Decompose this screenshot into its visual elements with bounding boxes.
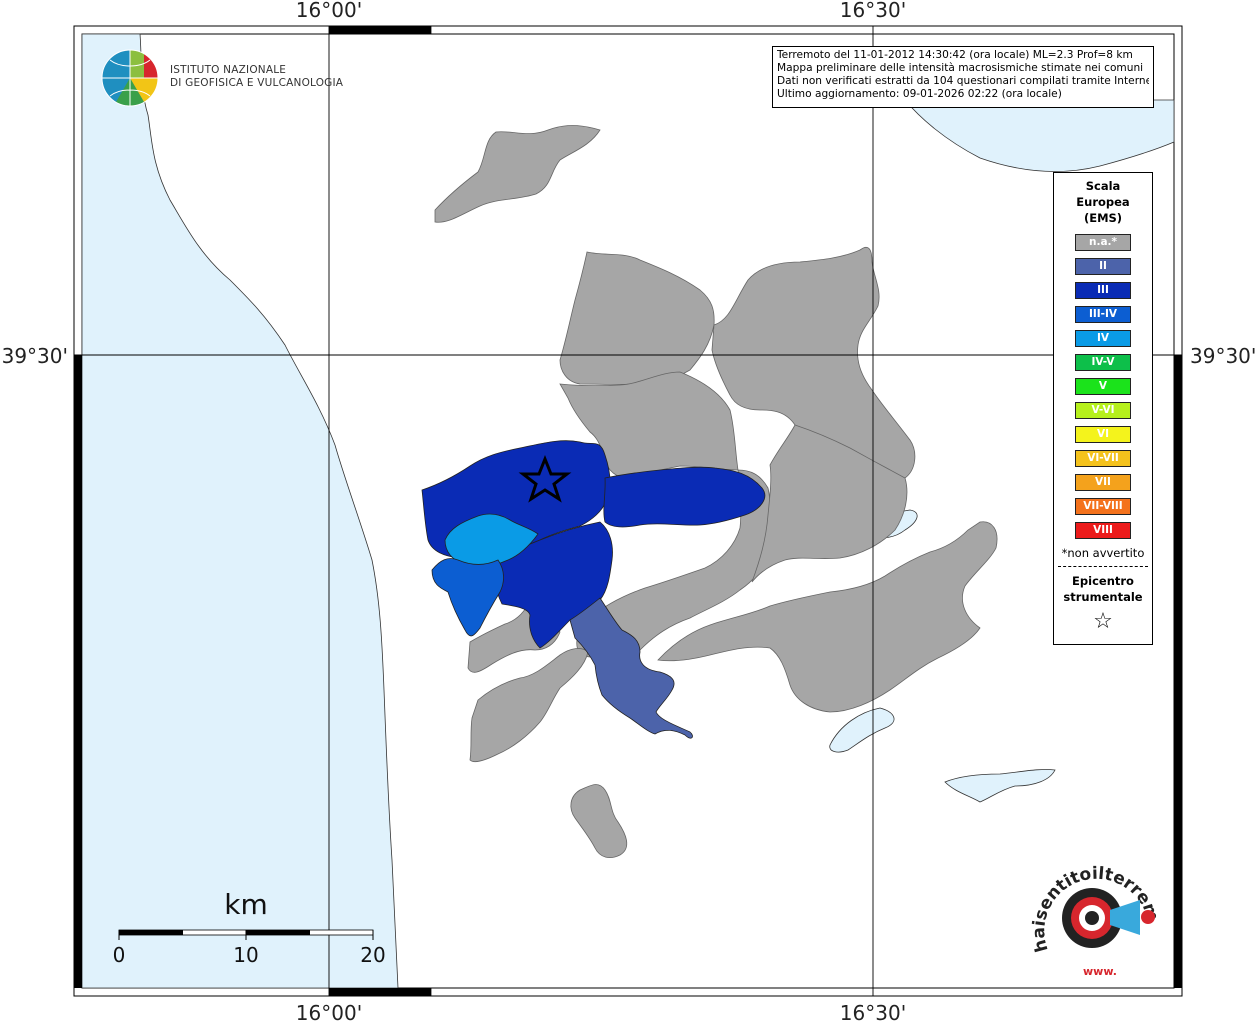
legend-item: III-IV xyxy=(1075,306,1131,323)
municipality-northwest xyxy=(434,125,601,223)
scale-tick-0: 0 xyxy=(113,943,126,967)
legend-title-line3: (EMS) xyxy=(1083,211,1123,225)
scale-unit: km xyxy=(224,888,268,921)
legend-item: IV xyxy=(1075,330,1131,347)
info-line3: Dati non verificati estratti da 104 ques… xyxy=(777,75,1149,87)
municipality-north-b xyxy=(711,246,916,479)
legend-note: *non avvertito xyxy=(1061,546,1145,560)
scale-bar: km 0 10 20 xyxy=(113,888,386,967)
legend-divider xyxy=(1058,566,1148,567)
intensity-legend: Scala Europea (EMS) n.a.* II III III-IV IV IV… xyxy=(1053,172,1153,645)
municipality-southeast xyxy=(657,521,998,713)
municipality-south-a xyxy=(469,648,589,762)
coord-top-right: 16°30' xyxy=(840,0,906,22)
coord-top-left: 16°00' xyxy=(296,0,362,22)
legend-epicenter-line2: strumentale xyxy=(1063,590,1143,604)
sea-northeast xyxy=(904,99,1175,172)
epicenter-star xyxy=(518,454,572,503)
legend-title-line1: Scala xyxy=(1085,179,1121,193)
legend-item: VI-VII xyxy=(1075,450,1131,467)
municipality-intensity-III-east xyxy=(603,466,766,528)
star-icon: ☆ xyxy=(1093,609,1113,634)
municipality-east-b xyxy=(751,424,908,583)
scale-tick-20: 20 xyxy=(360,943,385,967)
coord-left-mid: 39°30' xyxy=(2,344,68,368)
ingv-line1: ISTITUTO NAZIONALE xyxy=(170,64,287,76)
municipality-intensity-II xyxy=(569,597,693,739)
legend-items: n.a.* II III III-IV IV IV-V V V-VI VI VI-VII VII VI… xyxy=(1054,234,1152,539)
info-line1: Terremoto del 11-01-2012 14:30:42 (ora l… xyxy=(777,49,1133,61)
hsit-logo-url: www. xyxy=(1083,965,1117,978)
coord-bottom-right: 16°30' xyxy=(840,1001,906,1024)
legend-item: VI xyxy=(1075,426,1131,443)
legend-item: VIII xyxy=(1075,522,1131,539)
municipality-intensity-III-IV xyxy=(431,558,504,637)
haisentito-logo: haisentitoilterremoto.it www. xyxy=(1030,855,1163,978)
ingv-name: ISTITUTO NAZIONALE DI GEOFISICA E VULCAN… xyxy=(170,64,343,90)
municipality-south-island xyxy=(570,784,628,859)
ingv-logo xyxy=(101,49,159,107)
info-line4: Ultimo aggiornamento: 09-01-2026 02:22 (… xyxy=(777,88,1062,100)
legend-title: Scala Europea (EMS) xyxy=(1054,178,1152,226)
scale-tick-10: 10 xyxy=(233,943,258,967)
earthquake-info-box: Terremoto del 11-01-2012 14:30:42 (ora l… xyxy=(772,46,1154,108)
info-line2: Mappa preliminare delle intensità macros… xyxy=(777,62,1144,74)
lake-2 xyxy=(829,707,895,753)
ingv-line2: DI GEOFISICA E VULCANOLOGIA xyxy=(170,77,344,89)
coord-right-mid: 39°30' xyxy=(1190,344,1255,368)
legend-item: III xyxy=(1075,282,1131,299)
coord-bottom-left: 16°00' xyxy=(296,1001,362,1024)
legend-item: n.a.* xyxy=(1075,234,1131,251)
legend-item: VII-VIII xyxy=(1075,498,1131,515)
legend-epicenter-label: Epicentro strumentale xyxy=(1054,573,1152,605)
legend-epicenter-line1: Epicentro xyxy=(1072,574,1134,588)
legend-item: V-VI xyxy=(1075,402,1131,419)
sea-west xyxy=(81,33,399,989)
lake-3 xyxy=(944,769,1056,803)
legend-item: VII xyxy=(1075,474,1131,491)
legend-item: V xyxy=(1075,378,1131,395)
legend-title-line2: Europea xyxy=(1076,195,1130,209)
legend-item: II xyxy=(1075,258,1131,275)
legend-item: IV-V xyxy=(1075,354,1131,371)
